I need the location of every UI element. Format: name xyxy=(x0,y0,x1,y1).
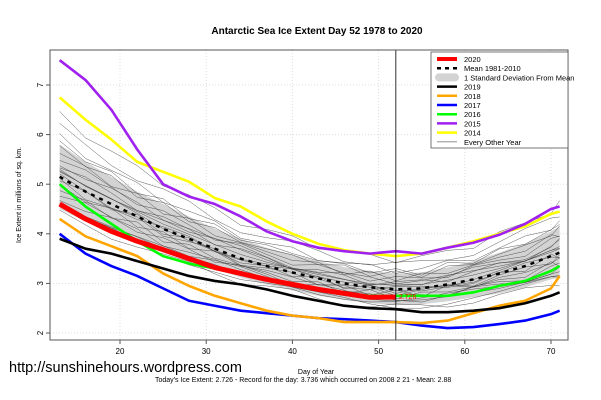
series-line-2015 xyxy=(58,59,560,255)
watermark-url: http://sunshinehours.wordpress.com xyxy=(9,360,242,376)
other-year-line xyxy=(59,123,560,266)
other-year-line xyxy=(59,169,560,285)
y-axis-label: Ice Extent in millions of sq. km. xyxy=(16,147,23,243)
legend-label: 2018 xyxy=(464,92,481,101)
y-axis: 2 3 4 5 6 7 xyxy=(36,82,50,335)
legend-label: 2017 xyxy=(464,101,481,110)
x-tick-label: 70 xyxy=(547,347,556,356)
other-year-line xyxy=(59,167,560,286)
plot-frame xyxy=(49,49,569,341)
legend-label: 2019 xyxy=(464,83,481,92)
legend-label: 2014 xyxy=(464,129,481,138)
mean-line xyxy=(59,175,561,291)
legend-label: Mean 1981-2010 xyxy=(464,64,521,73)
legend-label: 1 Standard Deviation From Mean xyxy=(464,73,574,82)
x-tick-label: 40 xyxy=(288,347,297,356)
series-lines xyxy=(58,59,561,330)
other-year-line xyxy=(59,171,560,292)
chart-title: Antarctic Sea Ice Extent Day 52 1978 to … xyxy=(211,26,423,37)
y-tick-label: 3 xyxy=(36,281,45,286)
y-tick-label: 4 xyxy=(36,231,45,236)
other-year-line xyxy=(59,190,560,300)
y-tick-label: 5 xyxy=(36,181,45,186)
x-tick-label: 20 xyxy=(116,347,125,356)
legend-label: 2015 xyxy=(464,119,481,128)
y-tick-label: 7 xyxy=(36,82,45,87)
x-tick-label: 60 xyxy=(460,347,469,356)
series-line-2020 xyxy=(58,201,396,300)
footer-stats: Today's Ice Extent: 2.726 - Record for t… xyxy=(155,377,452,384)
other-year-line xyxy=(59,165,560,286)
other-year-line xyxy=(59,195,560,300)
mean-dashed-line xyxy=(59,175,561,291)
y-tick-label: 2 xyxy=(36,330,45,335)
other-year-line xyxy=(59,209,560,308)
other-year-line xyxy=(59,140,560,276)
x-tick-label: 50 xyxy=(374,347,383,356)
sd-band-area xyxy=(59,144,560,306)
current-value-label: 2.726 xyxy=(399,294,417,301)
legend-label: 2016 xyxy=(464,110,481,119)
other-year-line xyxy=(59,170,560,286)
x-tick-label: 30 xyxy=(202,347,211,356)
other-year-line xyxy=(59,160,560,282)
y-tick-label: 6 xyxy=(36,132,45,137)
legend-swatch-band xyxy=(435,73,459,82)
legend-label: Every Other Year xyxy=(464,138,522,147)
sd-band xyxy=(59,144,560,306)
legend-label: 2020 xyxy=(464,55,481,64)
other-year-line xyxy=(59,153,560,282)
series-line-2019 xyxy=(59,237,561,314)
x-axis-label: Day of Year xyxy=(298,369,335,376)
x-axis: 20 30 40 50 60 70 xyxy=(116,340,556,356)
